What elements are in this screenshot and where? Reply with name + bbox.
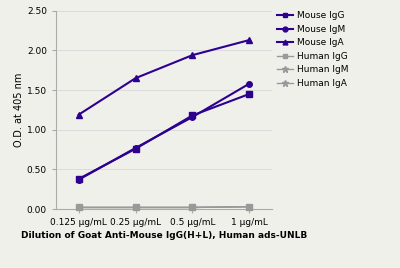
Legend: Mouse IgG, Mouse IgM, Mouse IgA, Human IgG, Human IgM, Human IgA: Mouse IgG, Mouse IgM, Mouse IgA, Human I… [276,11,349,88]
Y-axis label: O.D. at 405 nm: O.D. at 405 nm [14,73,24,147]
X-axis label: Dilution of Goat Anti-Mouse IgG(H+L), Human ads-UNLB: Dilution of Goat Anti-Mouse IgG(H+L), Hu… [21,231,307,240]
